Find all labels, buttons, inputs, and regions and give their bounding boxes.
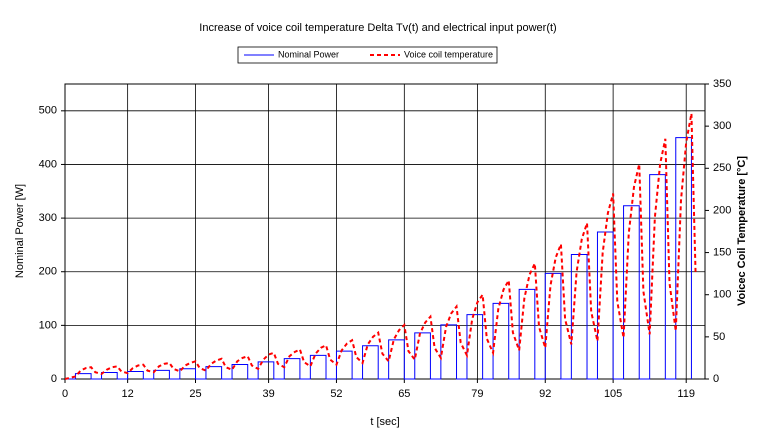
legend [237,46,498,64]
series-line [64,113,697,380]
x-tick-label: 52 [330,388,342,400]
y2-tick-label: 250 [713,162,731,174]
y2-tick-label: 200 [713,204,731,216]
x-tick-label: 0 [62,388,68,400]
legend-label: Voice coil temperature [404,49,493,59]
x-tick-label: 65 [398,388,410,400]
y2-tick-label: 50 [713,331,725,343]
y-tick-label: 100 [39,319,57,331]
x-tick-label: 25 [189,388,201,400]
x-tick-label: 92 [539,388,551,400]
x-tick-label: 12 [122,388,134,400]
x-tick-label: 105 [604,388,622,400]
y-axis-label: Nominal Power [W] [14,184,26,278]
y-tick-label: 200 [39,266,57,278]
chart-title: Increase of voice coil temperature Delta… [199,22,556,34]
y2-tick-label: 0 [713,373,719,385]
y2-tick-label: 150 [713,246,731,258]
y-tick-label: 0 [51,373,57,385]
y-tick-label: 400 [39,158,57,170]
x-axis-label: t [sec] [370,416,399,428]
y2-tick-label: 300 [713,120,731,132]
y2-axis-label: Voicec Coil Temperature [°C] [736,156,748,306]
x-tick-label: 39 [262,388,274,400]
y-tick-label: 300 [39,212,57,224]
y2-tick-label: 350 [713,78,731,90]
x-tick-label: 119 [677,388,695,400]
y-tick-label: 500 [39,105,57,117]
plot-area [64,83,706,380]
y2-tick-label: 100 [713,289,731,301]
x-tick-label: 79 [471,388,483,400]
series-line [65,137,692,380]
legend-label: Nominal Power [278,49,339,59]
